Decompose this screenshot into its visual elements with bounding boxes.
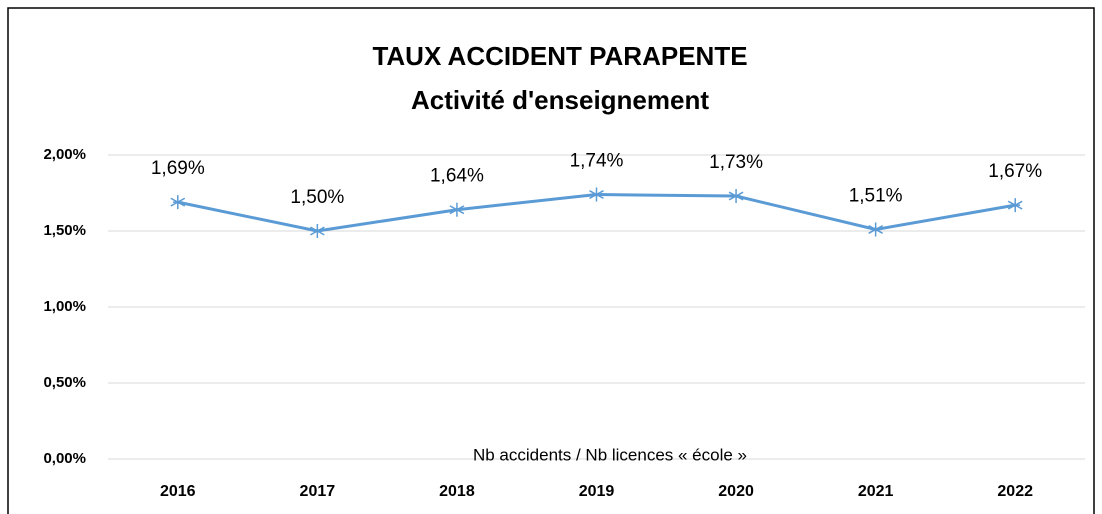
data-label: 1,51% <box>849 185 903 206</box>
x-tick-label: 2016 <box>160 483 196 500</box>
y-tick-label: 0,00% <box>43 450 86 467</box>
marker <box>449 202 465 217</box>
data-label: 1,69% <box>151 158 205 179</box>
data-label: 1,64% <box>430 166 484 187</box>
data-label: 1,67% <box>988 161 1042 182</box>
x-tick-label: 2019 <box>579 483 615 500</box>
data-label: 1,74% <box>570 151 624 172</box>
x-tick-label: 2020 <box>718 483 754 500</box>
x-tick-label: 2017 <box>300 483 336 500</box>
marker <box>1007 198 1023 213</box>
y-tick-label: 1,00% <box>43 298 86 315</box>
marker <box>728 189 744 204</box>
data-label: 1,73% <box>709 152 763 173</box>
x-tick-label: 2021 <box>858 483 894 500</box>
annotation: Nb accidents / Nb licences « école » <box>473 445 747 464</box>
y-tick-label: 0,50% <box>43 374 86 391</box>
marker <box>170 195 186 210</box>
y-tick-label: 1,50% <box>43 222 86 239</box>
marker <box>589 187 604 202</box>
marker <box>868 222 884 237</box>
x-tick-label: 2022 <box>997 483 1033 500</box>
chart-subtitle: Activité d'enseignement <box>411 85 709 115</box>
marker <box>309 224 325 238</box>
data-label: 1,50% <box>290 187 344 208</box>
chart-border <box>7 7 1095 514</box>
y-tick-label: 2,00% <box>43 146 86 163</box>
chart-title: TAUX ACCIDENT PARAPENTE <box>372 41 747 71</box>
x-tick-label: 2018 <box>439 483 475 500</box>
